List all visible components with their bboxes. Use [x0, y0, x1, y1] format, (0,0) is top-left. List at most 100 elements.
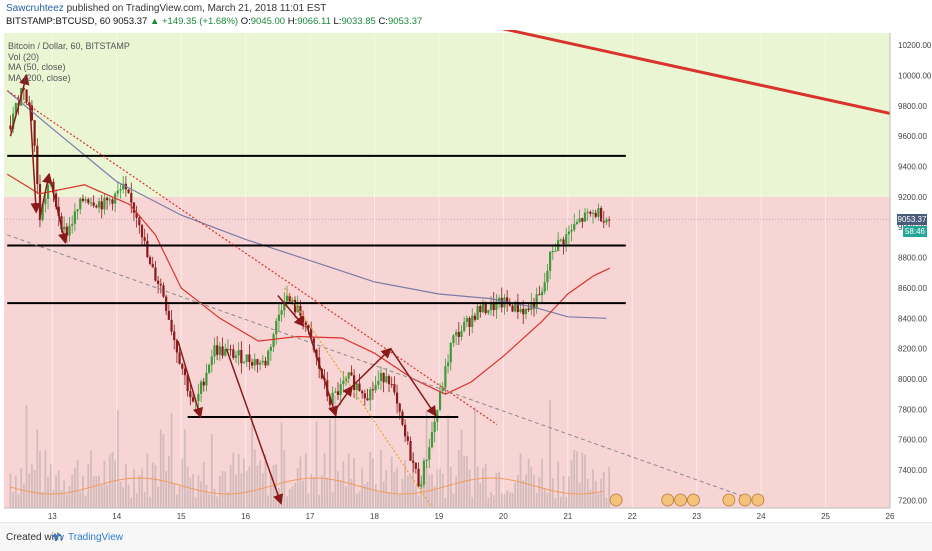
- countdown-badge: 58:46: [903, 226, 927, 237]
- volume-bar: [57, 470, 60, 508]
- y-tick-label: 8600.00: [898, 284, 927, 293]
- volume-bar: [256, 465, 259, 508]
- candle-up: [89, 202, 93, 204]
- candle-down: [532, 302, 536, 309]
- volume-bar: [533, 474, 535, 508]
- legend-ma50[interactable]: MA (50, close): [8, 62, 66, 72]
- volume-bar: [431, 473, 433, 508]
- volume-bar: [36, 429, 39, 508]
- legend-volume[interactable]: Vol (20): [8, 51, 40, 62]
- candle-up: [524, 308, 528, 315]
- high-value: 9066.11: [297, 16, 331, 27]
- candle-down: [175, 340, 179, 353]
- volume-bar: [414, 485, 417, 508]
- volume-bar: [511, 492, 514, 508]
- candle-up: [548, 251, 552, 271]
- volume-bar: [84, 495, 87, 508]
- candle-up: [291, 299, 294, 302]
- volume-bar: [119, 481, 122, 508]
- volume-bar: [468, 469, 471, 508]
- candle-up: [280, 310, 283, 315]
- volume-bar: [506, 490, 509, 508]
- volume-bar: [14, 475, 17, 508]
- volume-bar: [318, 494, 321, 508]
- candle-down: [248, 354, 251, 363]
- candle-up: [578, 218, 581, 223]
- candle-up: [481, 302, 485, 313]
- candle-up: [122, 183, 125, 190]
- candle-down: [105, 197, 109, 201]
- volume-bar: [444, 497, 447, 508]
- candle-up: [14, 103, 17, 114]
- author-link[interactable]: Sawcruhteez: [6, 3, 64, 14]
- candle-down: [581, 218, 584, 222]
- volume-bar: [519, 453, 522, 508]
- y-tick-label: 9400.00: [898, 163, 927, 172]
- x-tick-label: 22: [628, 512, 637, 520]
- x-tick-label: 16: [241, 512, 250, 520]
- x-tick-label: 21: [563, 512, 572, 520]
- volume-bar: [554, 497, 557, 508]
- volume-bar: [543, 487, 546, 508]
- volume-bar: [398, 493, 401, 508]
- volume-bar: [589, 489, 592, 508]
- volume-bar: [146, 453, 149, 508]
- volume-bar: [49, 464, 52, 508]
- annotation-arrow: [335, 385, 353, 410]
- annotation-arrow: [306, 325, 339, 417]
- candle-up: [519, 308, 522, 313]
- candle-down: [393, 384, 396, 393]
- volume-bar: [570, 459, 573, 508]
- volume-bar: [170, 413, 173, 508]
- candle-down: [132, 202, 136, 213]
- candle-up: [446, 362, 450, 367]
- volume-bar: [235, 475, 237, 508]
- volume-bar: [546, 492, 549, 508]
- volume-bar: [541, 458, 543, 508]
- annotation-arrow: [389, 348, 437, 417]
- candle-down: [293, 299, 297, 313]
- candle-down: [511, 305, 514, 312]
- candle-down: [256, 359, 259, 365]
- candle-down: [36, 145, 39, 184]
- volume-bar: [28, 473, 31, 508]
- volume-bar: [449, 467, 452, 508]
- candle-up: [428, 447, 431, 460]
- volume-bar: [143, 491, 146, 508]
- volume-bar: [111, 451, 114, 508]
- volume-bar: [299, 456, 302, 508]
- candle-up: [385, 376, 388, 383]
- volume-bar: [60, 490, 63, 508]
- chart-area[interactable]: 10200.00 10000.00 9800.00 9600.00 9400.00 920…: [0, 13, 932, 521]
- candle-down: [522, 308, 525, 315]
- footer: Created with TradingView: [0, 522, 932, 551]
- candle-up: [573, 224, 576, 230]
- trendline-dotted: [283, 287, 433, 509]
- low-label: L:: [333, 16, 342, 27]
- volume-bar: [39, 451, 41, 508]
- volume-bar: [237, 453, 240, 508]
- volume-bar: [592, 469, 594, 508]
- candle-down: [148, 257, 152, 264]
- candle-up: [514, 301, 517, 312]
- volume-bar: [82, 475, 84, 508]
- created-with-label: Created with: [6, 532, 63, 543]
- x-tick-label: 13: [48, 512, 57, 520]
- candle-down: [600, 208, 603, 222]
- candle-down: [382, 372, 385, 383]
- legend-ma200[interactable]: MA (200, close): [8, 72, 71, 83]
- price-chart[interactable]: 10200.00 10000.00 9800.00 9600.00 9400.00 920…: [0, 13, 932, 521]
- candle-up: [210, 356, 213, 365]
- volume-bar: [500, 493, 503, 508]
- candle-up: [355, 383, 358, 390]
- candle-down: [508, 303, 511, 306]
- volume-bar: [559, 496, 562, 508]
- volume-bar: [194, 497, 197, 508]
- tradingview-link[interactable]: TradingView: [68, 532, 124, 543]
- volume-bar: [514, 482, 517, 508]
- candle-down: [288, 295, 291, 302]
- volume-bar: [162, 433, 165, 508]
- volume-bar: [173, 484, 176, 508]
- volume-bar: [218, 476, 221, 508]
- volume-bar: [9, 473, 12, 508]
